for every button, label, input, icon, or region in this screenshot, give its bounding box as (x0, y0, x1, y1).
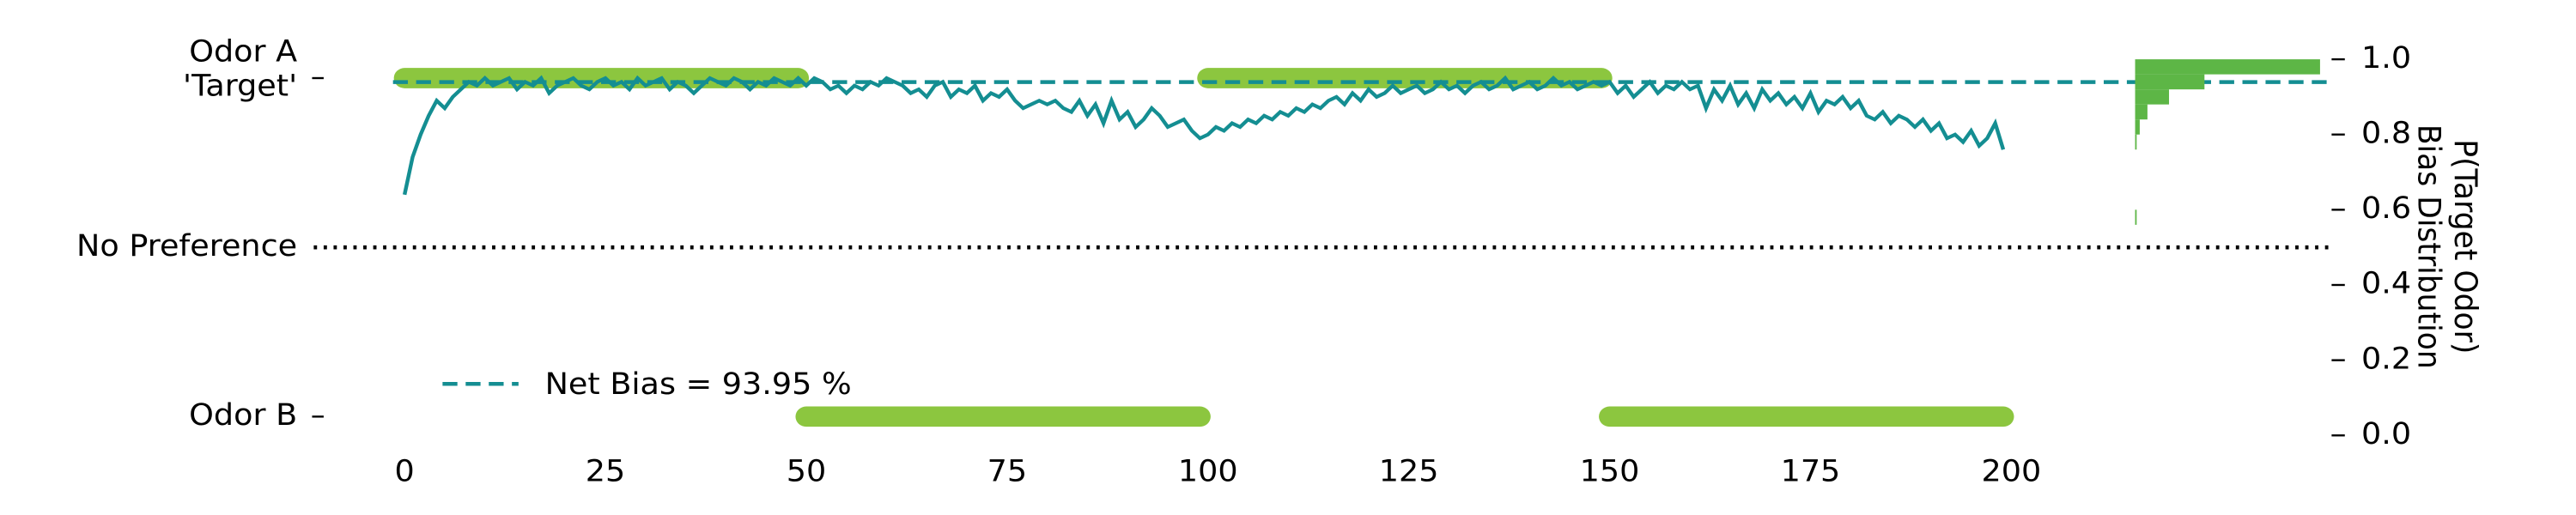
x-tick-label: 75 (987, 455, 1027, 489)
left-tick-label: Odor A (189, 35, 298, 70)
histogram-bar (2135, 209, 2137, 225)
left-tick-label: Odor B (189, 398, 297, 433)
line (402, 75, 2006, 196)
y-tick-label: 0.0 (2361, 417, 2411, 451)
x-tick-label: 150 (1580, 455, 1640, 489)
no-preference-label: No Preference (76, 229, 297, 264)
x-tick-label: 175 (1781, 455, 1841, 489)
y-tick-label: 0.2 (2361, 342, 2411, 376)
histogram-bar (2135, 74, 2205, 90)
y-tick-label: 0.8 (2361, 116, 2411, 150)
x-tick-label: 25 (586, 455, 625, 489)
plot-area: 0.0 0.2 0.4 0.6 0.8 1.0 0 25 50 75 100 125 150 175 200… (76, 35, 2483, 489)
x-tick-label: 100 (1178, 455, 1238, 489)
y2-axis-label: Bias Distribution (2410, 124, 2446, 369)
histogram-bar (2135, 119, 2140, 135)
histogram-bar (2135, 59, 2320, 75)
x-tick-label: 200 (1981, 455, 2041, 489)
left-tick-label: 'Target' (183, 70, 297, 104)
x-tick-label: 0 (395, 455, 415, 489)
x-tick-label: 125 (1379, 455, 1439, 489)
y-tick-label: 0.4 (2361, 267, 2411, 301)
y-tick-label: 0.6 (2361, 191, 2411, 226)
x-tick-label: 50 (787, 455, 826, 489)
histogram-bar (2135, 89, 2170, 105)
histogram-bar (2135, 134, 2137, 150)
y-tick-label: 1.0 (2361, 41, 2411, 76)
histogram-bar (2135, 104, 2148, 120)
legend-label: Net Bias = 93.95 % (545, 367, 852, 402)
y-axis-label: P(Target Odor) (2447, 139, 2483, 354)
